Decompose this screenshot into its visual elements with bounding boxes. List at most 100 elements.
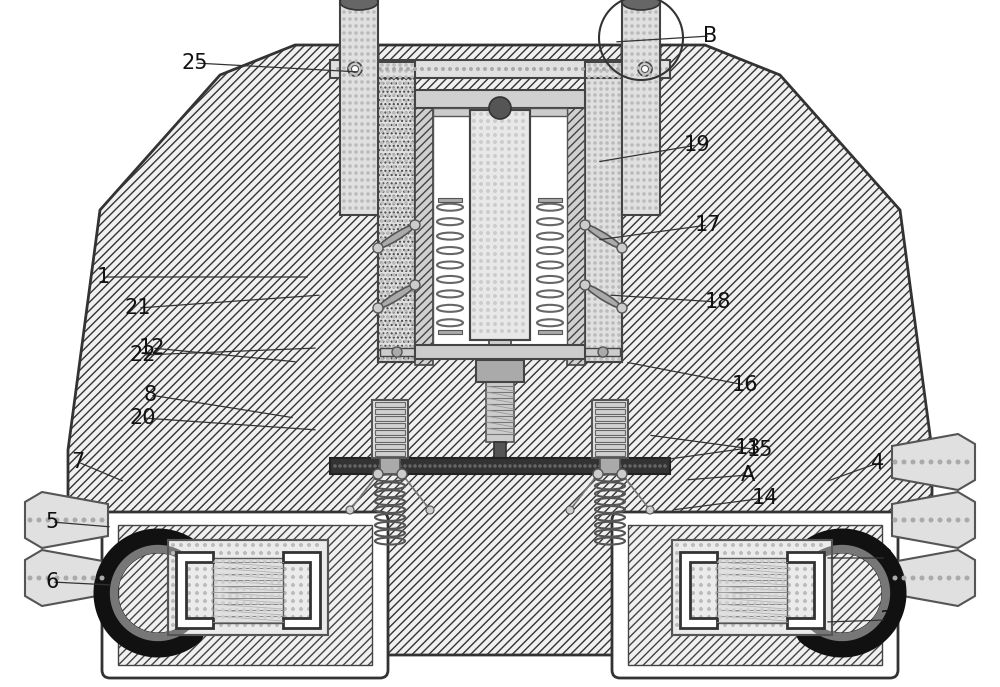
Circle shape [366,185,370,189]
Circle shape [774,581,778,584]
Circle shape [521,140,525,144]
Circle shape [372,3,376,7]
Circle shape [428,464,432,468]
Circle shape [599,69,603,73]
Circle shape [380,171,384,174]
Circle shape [500,154,504,158]
Circle shape [251,623,255,627]
Circle shape [380,117,384,121]
Circle shape [563,464,567,468]
Circle shape [410,279,414,283]
Circle shape [472,126,476,130]
Circle shape [699,615,703,619]
Circle shape [392,147,396,151]
Circle shape [763,551,767,555]
Circle shape [398,291,402,295]
Circle shape [259,567,263,571]
Circle shape [195,591,199,595]
Circle shape [539,67,543,71]
Circle shape [755,567,759,571]
Circle shape [179,543,183,547]
Circle shape [605,147,609,151]
Circle shape [507,161,511,165]
Text: B: B [703,26,717,46]
Circle shape [593,219,597,223]
Circle shape [617,165,621,169]
Circle shape [249,559,253,563]
Circle shape [462,67,466,71]
Circle shape [910,460,916,464]
Circle shape [398,225,402,229]
Circle shape [739,591,743,595]
Circle shape [675,567,679,571]
Circle shape [593,142,597,145]
Circle shape [617,159,621,163]
Circle shape [715,615,719,619]
Circle shape [587,135,591,139]
Circle shape [787,575,791,579]
Circle shape [633,464,637,468]
Circle shape [410,255,414,259]
Circle shape [315,607,319,611]
Circle shape [507,224,511,228]
Circle shape [731,599,735,603]
Circle shape [654,157,658,161]
Circle shape [366,66,370,70]
Circle shape [611,165,615,169]
Circle shape [386,322,390,325]
Circle shape [611,309,615,313]
Circle shape [599,243,603,247]
Circle shape [398,159,402,163]
Bar [340,0,378,215]
Circle shape [256,581,260,584]
Circle shape [723,543,727,547]
Circle shape [299,551,303,555]
Circle shape [372,66,376,70]
Bar [380,348,420,356]
Circle shape [707,567,711,571]
Circle shape [392,351,396,354]
Circle shape [593,189,597,193]
Text: 3: 3 [879,610,893,630]
Circle shape [624,17,628,21]
Circle shape [599,159,603,163]
Circle shape [203,567,207,571]
Circle shape [472,329,476,333]
Circle shape [928,576,934,581]
Circle shape [760,559,764,563]
Circle shape [235,567,239,571]
Circle shape [366,136,370,139]
Circle shape [715,551,719,555]
Circle shape [486,231,490,235]
Circle shape [518,67,522,71]
Circle shape [611,195,615,199]
Circle shape [500,196,504,200]
Circle shape [360,157,364,161]
Circle shape [611,357,615,361]
Circle shape [746,601,750,605]
Circle shape [648,17,652,21]
Circle shape [636,17,640,21]
Circle shape [521,154,525,158]
Text: A: A [741,465,755,485]
Circle shape [642,192,646,196]
Circle shape [372,108,376,112]
Circle shape [354,192,358,196]
Circle shape [410,345,414,349]
Circle shape [587,123,591,127]
Circle shape [795,551,799,555]
Circle shape [404,165,408,169]
Circle shape [624,136,628,139]
Circle shape [214,587,218,591]
Circle shape [410,105,414,109]
Circle shape [593,249,597,253]
Circle shape [410,232,414,235]
Circle shape [211,615,215,619]
Circle shape [275,623,279,627]
Circle shape [605,111,609,115]
Circle shape [392,159,396,163]
Circle shape [514,259,518,263]
Circle shape [618,464,622,468]
Circle shape [72,517,78,523]
Circle shape [648,52,652,56]
